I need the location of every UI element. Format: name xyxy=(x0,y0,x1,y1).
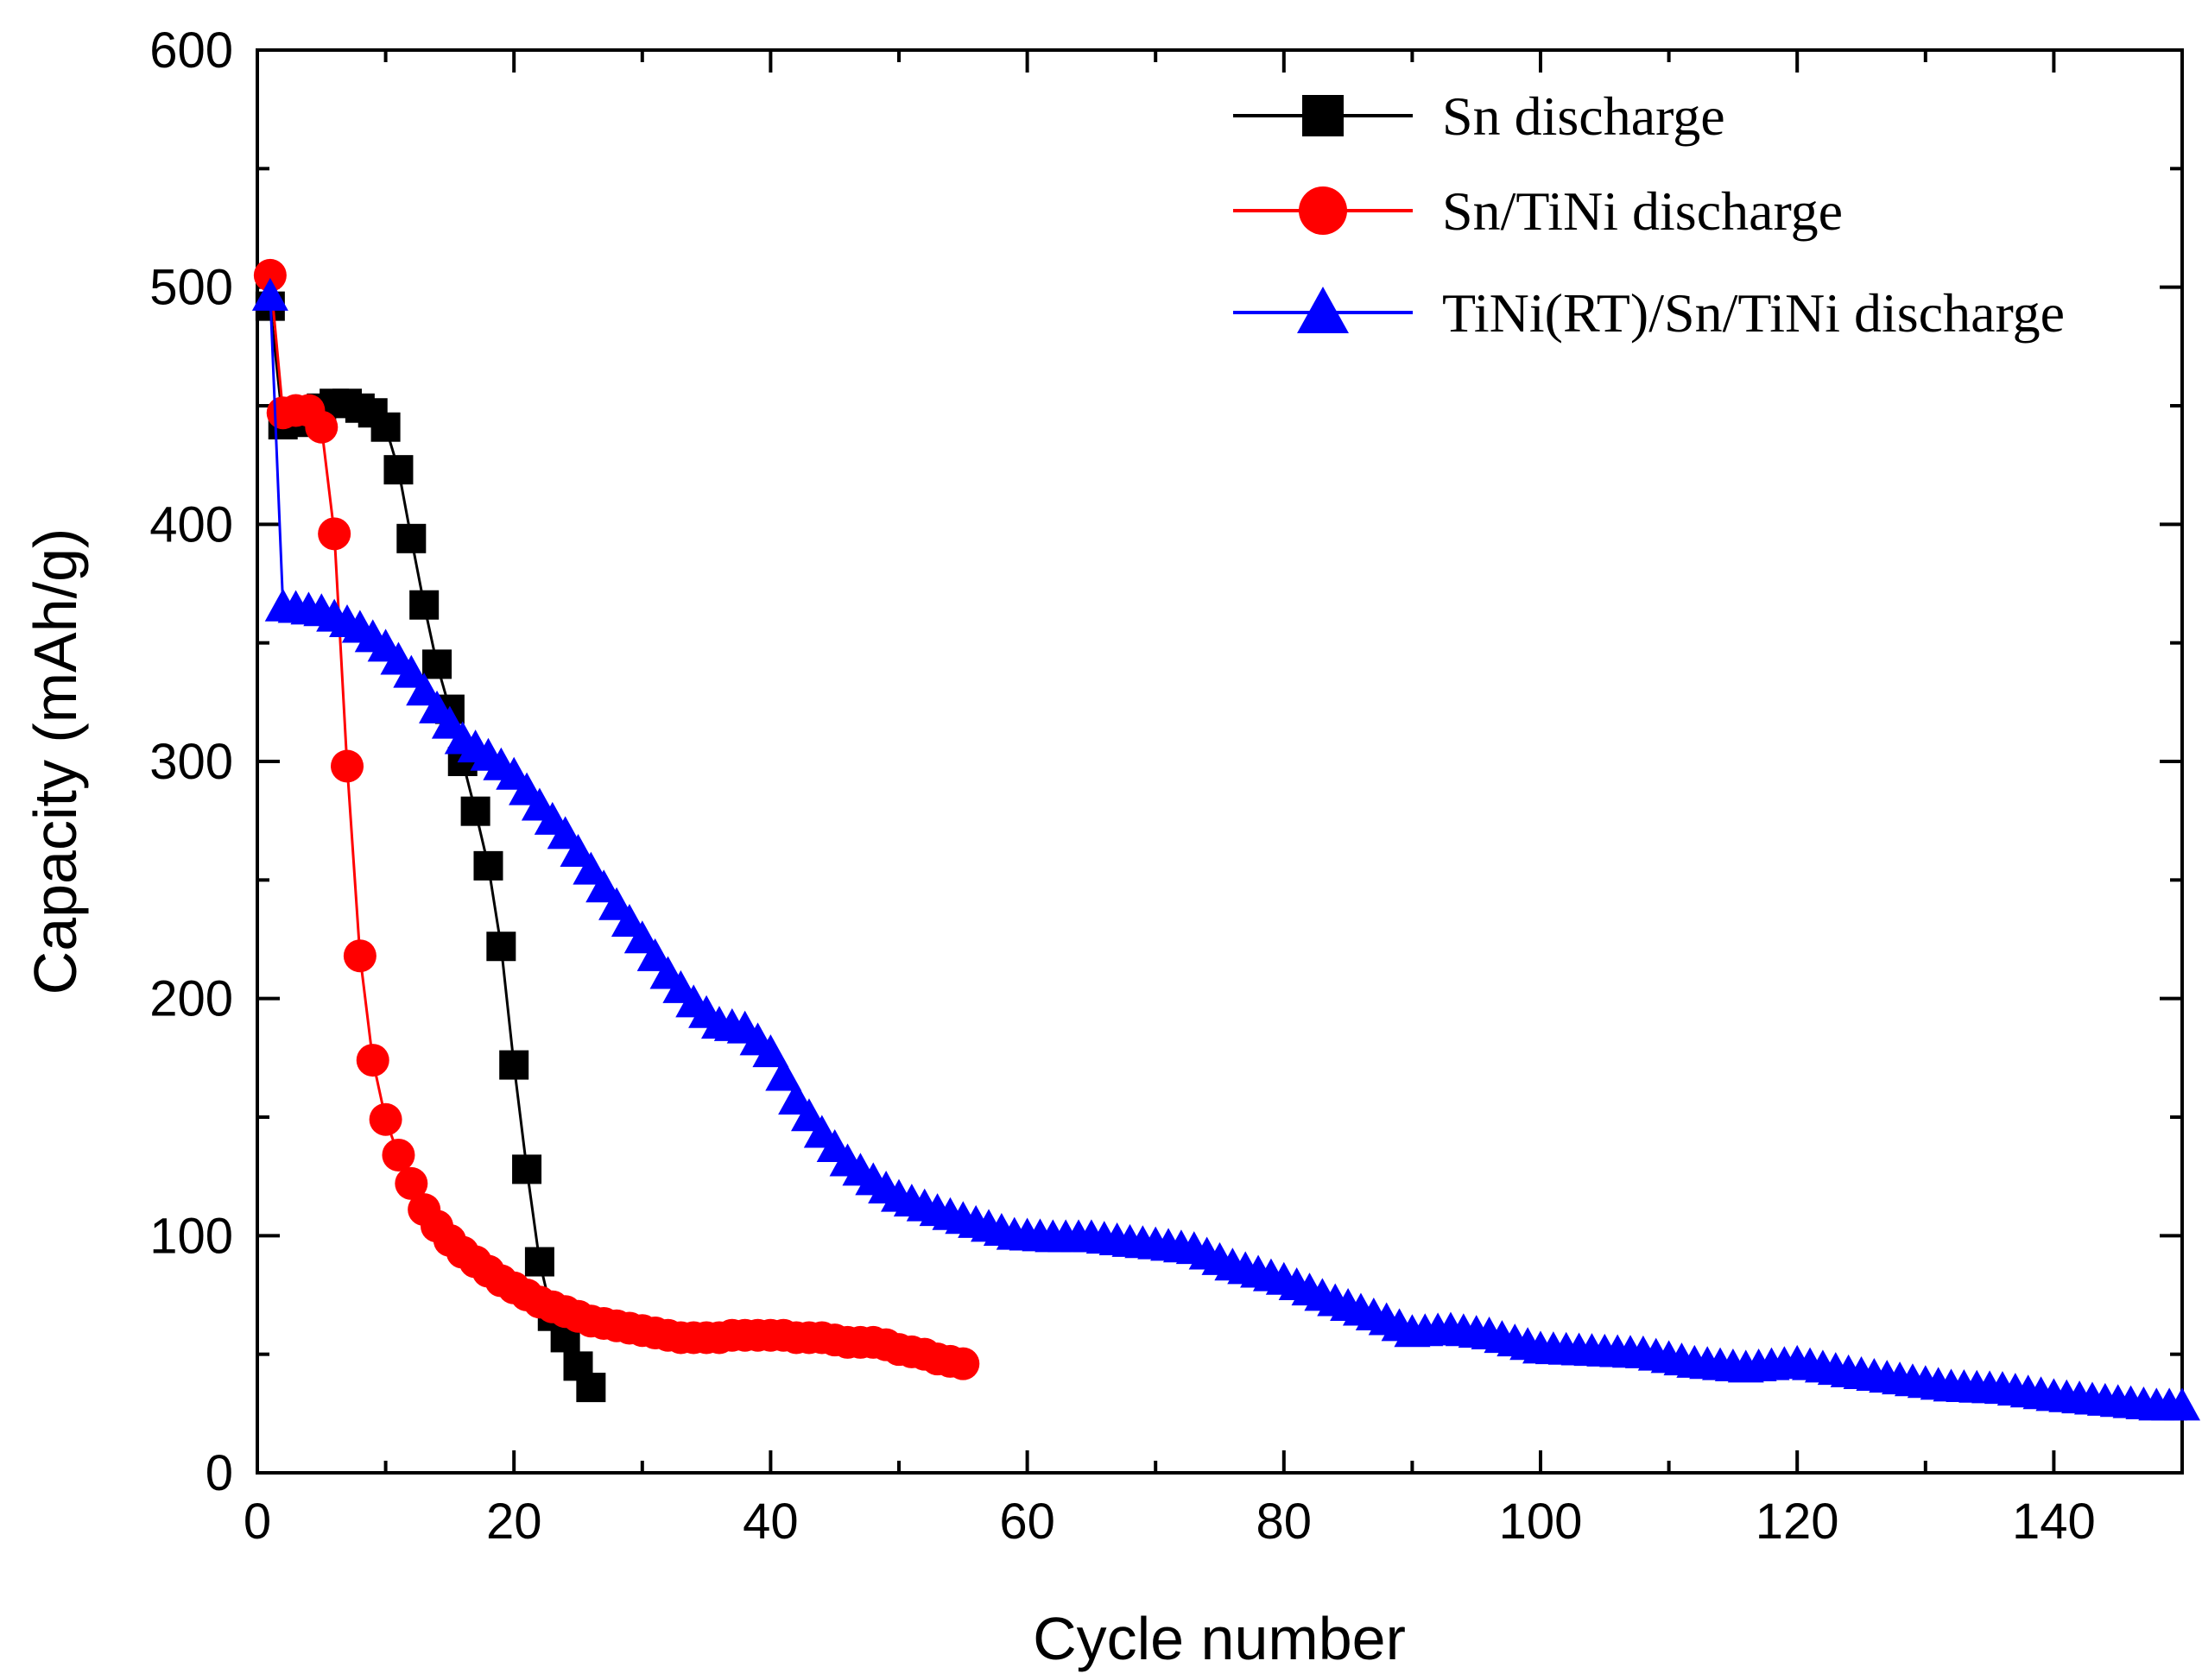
x-tick-label: 100 xyxy=(1499,1494,1583,1550)
data-point xyxy=(460,796,490,826)
x-tick-label: 140 xyxy=(2012,1494,2096,1550)
legend-label-tini-rt: TiNi(RT)/Sn/TiNi discharge xyxy=(1442,282,2065,344)
data-point xyxy=(576,1373,606,1403)
data-point xyxy=(422,649,452,679)
data-point xyxy=(253,258,287,292)
y-tick-label: 200 xyxy=(149,971,233,1027)
y-axis-title: Capacity (mAh/g) xyxy=(22,528,89,995)
data-point xyxy=(512,1154,542,1184)
series-layer xyxy=(251,258,2200,1421)
x-tick-label: 40 xyxy=(743,1494,799,1550)
tick-labels: 0 20 40 60 80 100 120 140 0 100 200 300 400 500 600 xyxy=(149,22,2096,1550)
y-tick-label: 600 xyxy=(149,22,233,79)
data-point xyxy=(305,410,339,444)
axis-ticks xyxy=(256,48,2184,1475)
data-point xyxy=(370,412,401,442)
data-point xyxy=(473,850,503,881)
data-point xyxy=(409,590,440,620)
data-point xyxy=(369,1102,402,1136)
x-tick-label: 0 xyxy=(244,1494,271,1550)
data-point xyxy=(331,749,364,783)
y-tick-label: 500 xyxy=(149,260,233,316)
y-tick-label: 300 xyxy=(149,734,233,790)
legend-marker-sn xyxy=(1302,95,1344,136)
legend-label-sn: Sn discharge xyxy=(1442,85,1725,147)
data-point xyxy=(356,1044,389,1077)
data-point xyxy=(752,1034,789,1068)
data-point xyxy=(946,1347,980,1380)
legend: Sn discharge Sn/TiNi discharge TiNi(RT)/… xyxy=(1233,85,2065,344)
series-line xyxy=(269,294,2182,1405)
data-point xyxy=(396,523,427,553)
data-point xyxy=(486,932,516,962)
y-tick-label: 400 xyxy=(149,496,233,553)
legend-label-sn-tini: Sn/TiNi discharge xyxy=(1442,180,1843,242)
y-tick-label: 100 xyxy=(149,1208,233,1264)
data-point xyxy=(318,517,351,551)
series-tini-rt-sn-tini-discharge xyxy=(251,277,2200,1421)
data-point xyxy=(2164,1387,2200,1421)
legend-marker-tini-rt xyxy=(1297,287,1349,333)
series-sn-tini-discharge xyxy=(253,258,980,1380)
x-tick-label: 80 xyxy=(1256,1494,1313,1550)
x-tick-label: 60 xyxy=(999,1494,1055,1550)
data-point xyxy=(251,277,288,311)
y-tick-label: 0 xyxy=(206,1445,233,1501)
data-point xyxy=(383,455,414,485)
data-point xyxy=(382,1138,415,1172)
data-point xyxy=(765,1058,802,1091)
data-point xyxy=(343,939,376,973)
data-point xyxy=(395,1166,428,1200)
x-tick-label: 120 xyxy=(1756,1494,1839,1550)
data-point xyxy=(499,1050,529,1080)
x-tick-label: 20 xyxy=(486,1494,542,1550)
data-point xyxy=(524,1247,554,1277)
x-axis-title: Cycle number xyxy=(1033,1605,1406,1672)
legend-marker-sn-tini xyxy=(1299,186,1347,235)
